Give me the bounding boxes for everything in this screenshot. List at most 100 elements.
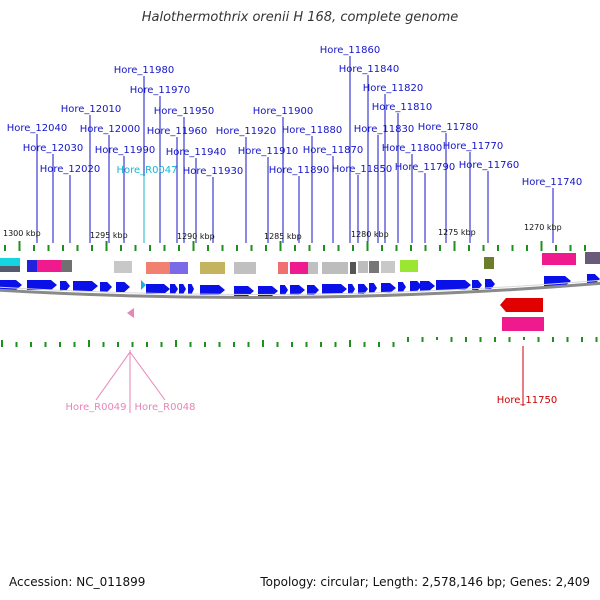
backbone-layer	[0, 279, 600, 300]
forward-gene-arrow	[200, 285, 225, 295]
scale-labels-layer: 1300 kbp 1295 kbp 1290 kbp 1285 kbp 1280 kbp…	[3, 223, 562, 241]
feature-box	[400, 260, 418, 272]
forward-gene-arrow	[348, 284, 355, 294]
topology-label: Topology: circular; Length: 2,578,146 bp…	[260, 575, 590, 589]
accession-label: Accession: NC_011899	[9, 575, 146, 589]
forward-gene-arrow	[280, 285, 288, 295]
forward-gene-arrow	[290, 285, 305, 295]
feature-box	[350, 262, 356, 274]
feature-box	[234, 262, 256, 274]
forward-gene-arrow	[234, 286, 254, 296]
gene-label: Hore_12000	[80, 124, 141, 135]
gene-label: Hore_11840	[339, 64, 400, 75]
forward-gene-arrow	[170, 284, 178, 294]
gene-label: Hore_12020	[40, 164, 101, 175]
feature-box	[322, 262, 348, 274]
gene-label: Hore_11860	[320, 45, 381, 56]
forward-gene-arrow	[369, 283, 377, 293]
gene-label: Hore_11880	[282, 125, 343, 136]
gene-label: Hore_11920	[216, 126, 277, 137]
feature-box	[0, 266, 20, 272]
gene-label: Hore_11990	[95, 145, 156, 156]
gene-label: Hore_11960	[147, 126, 208, 137]
scale-label: 1295 kbp	[90, 231, 128, 240]
gene-label: Hore_11870	[303, 145, 364, 156]
feature-box	[290, 262, 308, 274]
backbone-inner	[0, 279, 600, 296]
gene-label: Hore_11750	[497, 395, 558, 406]
scale-label: 1290 kbp	[177, 232, 215, 241]
gene-label: Hore_R0047	[116, 165, 177, 176]
gene-label: Hore_11850	[332, 164, 393, 175]
gene-label: Hore_11820	[363, 83, 424, 94]
gene-label: Hore_12030	[23, 143, 84, 154]
rna-feature-marker	[141, 280, 146, 290]
forward-gene-arrow	[100, 282, 112, 292]
gene-label: Hore_11970	[130, 85, 191, 96]
gene-label: Hore_11900	[253, 106, 314, 117]
feature-box	[542, 253, 576, 265]
gene-label: Hore_11830	[354, 124, 415, 135]
gene-label: Hore_R0048	[134, 402, 195, 413]
feature-box	[585, 252, 600, 264]
feature-box	[278, 262, 288, 274]
gene-labels-layer: Hore_11860 Hore_11840 Hore_11980 Hore_11820…	[7, 45, 583, 413]
forward-gene-arrow	[381, 283, 396, 293]
forward-gene-arrow	[358, 284, 368, 294]
reverse-gene-arrow	[500, 298, 543, 312]
forward-gene-arrow	[27, 280, 57, 290]
gene-label: Hore_11790	[395, 162, 456, 173]
scale-label: 1280 kbp	[351, 230, 389, 239]
feature-box	[358, 261, 368, 273]
forward-gene-arrow	[179, 284, 186, 294]
feature-box	[0, 258, 20, 266]
gene-label: Hore_11740	[522, 177, 583, 188]
forward-gene-arrow	[436, 280, 471, 290]
forward-gene-arrow	[485, 279, 495, 289]
gene-label: Hore_11810	[372, 102, 433, 113]
forward-gene-arrow	[188, 284, 194, 294]
gene-label: Hore_11930	[183, 166, 244, 177]
features-layer	[0, 252, 600, 331]
scale-label: 1300 kbp	[3, 229, 41, 238]
backbone-outer	[0, 281, 600, 300]
forward-gene-arrow	[146, 284, 170, 294]
scale-label: 1285 kbp	[264, 232, 302, 241]
feature-box	[200, 262, 225, 274]
gene-label-leader	[95, 351, 131, 401]
feature-box	[170, 262, 188, 274]
gene-label: Hore_11890	[269, 165, 330, 176]
feature-box	[146, 262, 170, 274]
gene-label: Hore_11940	[166, 147, 227, 158]
gene-label: Hore_11910	[238, 146, 299, 157]
gene-label: Hore_11980	[114, 65, 175, 76]
scale-label: 1275 kbp	[438, 228, 476, 237]
gene-label: Hore_12010	[61, 104, 122, 115]
gene-label: Hore_11770	[443, 141, 504, 152]
genome-title: Halothermothrix orenii H 168, complete g…	[141, 10, 459, 25]
feature-box	[369, 261, 379, 273]
gene-label: Hore_11950	[154, 106, 215, 117]
rna-feature-marker	[127, 308, 134, 318]
reverse-feature-box	[502, 317, 544, 331]
forward-gene-arrow	[60, 281, 70, 291]
feature-box	[61, 260, 72, 272]
gene-label: Hore_11800	[382, 143, 443, 154]
scale-label: 1270 kbp	[524, 223, 562, 232]
feature-box	[114, 261, 132, 273]
gene-label: Hore_11780	[418, 122, 479, 133]
feature-box	[37, 260, 61, 272]
feature-box	[484, 257, 494, 269]
gene-label-leader	[129, 351, 166, 401]
scale-ticks-layer	[1, 241, 598, 347]
forward-gene-arrow	[420, 281, 435, 291]
feature-box	[381, 261, 395, 273]
forward-gene-arrow	[410, 281, 422, 291]
forward-gene-arrow	[116, 282, 130, 292]
forward-gene-arrow	[322, 284, 347, 294]
forward-gene-arrow	[307, 285, 319, 295]
gene-label: Hore_11760	[459, 160, 520, 171]
feature-box	[27, 260, 37, 272]
